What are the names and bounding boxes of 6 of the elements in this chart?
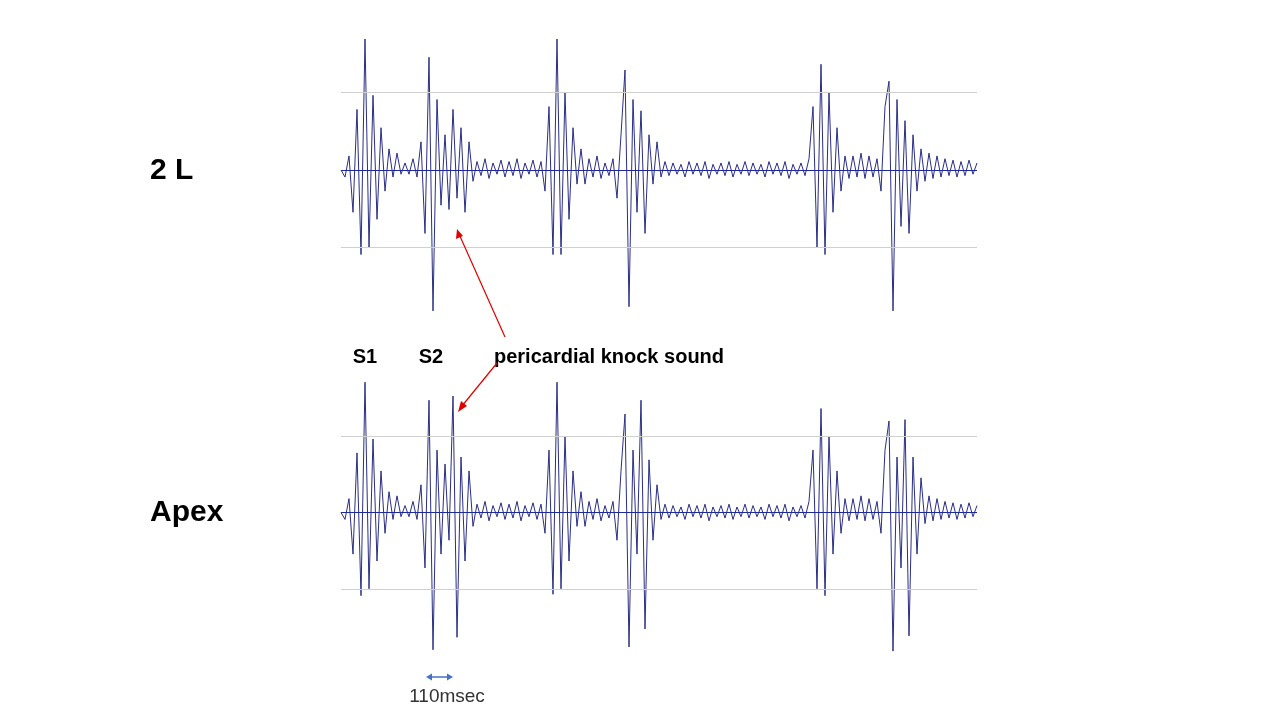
text: pericardial knock sound bbox=[493, 344, 725, 368]
text: S2 bbox=[418, 344, 444, 368]
text: 110msec bbox=[409, 685, 485, 707]
text: S1 bbox=[352, 344, 378, 368]
y-axis-title: 2 L bbox=[150, 151, 194, 185]
y-axis-title: Apex bbox=[150, 494, 224, 527]
